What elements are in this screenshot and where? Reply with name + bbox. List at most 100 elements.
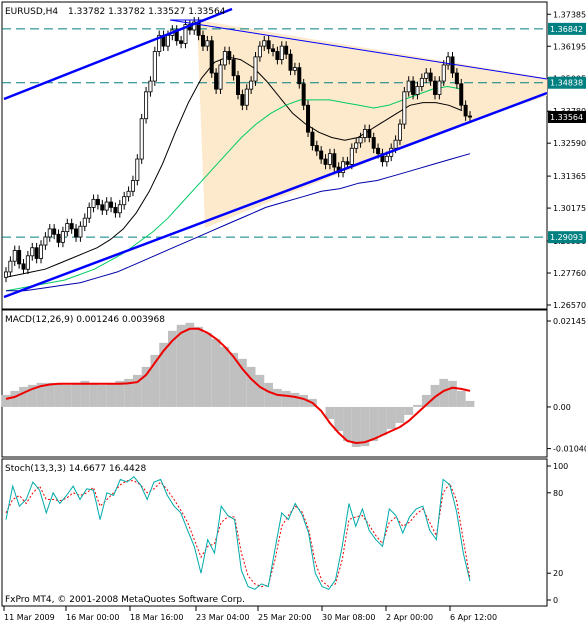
candle-body xyxy=(52,228,57,235)
triangle-shading xyxy=(197,20,547,228)
candle-body xyxy=(39,244,44,259)
macd-histogram-bar xyxy=(413,404,422,407)
candle-body xyxy=(415,86,420,95)
candle-body xyxy=(397,123,402,141)
candle-body xyxy=(74,228,79,238)
macd-histogram-bar xyxy=(273,388,282,407)
macd-histogram-bar xyxy=(290,392,300,407)
price-tick-label: 1.26570 xyxy=(553,301,586,310)
time-tick-label: 6 Apr 12:00 xyxy=(450,613,497,622)
candle-body xyxy=(306,104,311,133)
price-tick-label: 1.32590 xyxy=(553,139,586,148)
stoch-axis: 100 80 20 0 xyxy=(547,462,568,605)
price-tag-box xyxy=(548,110,586,123)
candle-body xyxy=(34,247,39,259)
candle-body xyxy=(288,53,293,71)
macd-histogram-bar xyxy=(27,384,37,407)
candle-body xyxy=(446,56,451,66)
macd-histogram-bar xyxy=(343,406,352,441)
candle-body xyxy=(406,80,411,93)
stoch-tick-label: 20 xyxy=(553,569,563,578)
candle-body xyxy=(43,236,48,246)
candle-body xyxy=(218,64,223,90)
macd-axis: 0.021454 0.00 -0.010404 xyxy=(547,317,586,454)
macd-histogram-bar xyxy=(246,366,256,407)
candle-body xyxy=(301,83,306,106)
candle-body xyxy=(257,45,262,58)
price-tag-box xyxy=(548,231,586,244)
macd-histogram-bar xyxy=(220,346,230,407)
candle-body xyxy=(148,80,153,93)
macd-histogram-bar xyxy=(19,386,28,407)
macd-histogram-bar xyxy=(106,382,116,407)
price-tag-box xyxy=(548,22,586,35)
candle-body xyxy=(454,72,459,85)
macd-panel-border xyxy=(1,309,548,458)
candle-body xyxy=(4,271,9,278)
macd-histogram-bar xyxy=(141,366,151,407)
candle-body xyxy=(266,40,271,50)
candle-body xyxy=(152,51,157,82)
candle-body xyxy=(157,34,162,52)
macd-histogram-bar xyxy=(421,394,431,407)
macd-histogram-bar xyxy=(124,378,133,407)
candle-body xyxy=(30,247,35,257)
macd-histogram-bar xyxy=(456,390,466,407)
macd-histogram-bar xyxy=(360,406,370,447)
stoch-tick-label: 100 xyxy=(553,462,568,471)
candle-body xyxy=(78,225,83,238)
candle-body xyxy=(327,153,332,165)
macd-histogram-bar xyxy=(115,380,125,407)
macd-tick-label: 0.00 xyxy=(553,403,571,412)
candle-body xyxy=(463,104,468,117)
time-tick-label: 23 Mar 04:00 xyxy=(196,613,249,622)
price-tick-label: 1.30175 xyxy=(553,204,586,213)
macd-histogram-bar xyxy=(89,382,98,407)
macd-histogram-bar xyxy=(255,374,265,407)
candle-body xyxy=(200,34,205,47)
time-tick-label: 16 Mar 00:00 xyxy=(66,613,119,622)
candle-body xyxy=(91,198,96,208)
candle-body xyxy=(459,83,464,106)
candle-body xyxy=(297,67,302,85)
candle-body xyxy=(227,51,232,60)
stoch-signal-line xyxy=(5,480,471,588)
copyright-label: FxPro MT4, © 2001-2008 MetaQuotes Softwa… xyxy=(5,595,245,605)
price-tag-box xyxy=(548,76,586,89)
macd-histogram-bar xyxy=(386,406,396,429)
candle-body xyxy=(437,80,442,95)
macd-histogram-bar xyxy=(176,324,186,407)
candle-body xyxy=(402,91,407,125)
candle-body xyxy=(384,155,389,163)
candle-body xyxy=(117,204,122,214)
price-tags: 1.36842 1.34838 1.33564 1.29093 xyxy=(548,22,586,244)
stoch-tick-label: 80 xyxy=(553,489,563,498)
price-tick-label: 1.36195 xyxy=(553,42,586,51)
candle-body xyxy=(122,196,127,206)
macd-histogram-bar xyxy=(97,384,107,407)
macd-histogram-bar xyxy=(159,342,168,407)
price-panel-border xyxy=(1,1,548,310)
macd-histogram-bar xyxy=(62,384,72,407)
price-tag-label: 1.29093 xyxy=(550,233,583,242)
candle-body xyxy=(56,233,61,243)
macd-histogram-bar xyxy=(150,354,160,407)
candle-body xyxy=(165,34,170,47)
candle-body xyxy=(371,137,376,149)
candle-body xyxy=(441,64,446,82)
candle-body xyxy=(205,40,210,47)
candle-body xyxy=(231,59,236,77)
candle-body xyxy=(65,223,70,233)
price-tick-label: 1.27760 xyxy=(553,269,586,278)
candle-body xyxy=(271,48,276,52)
macd-histogram-bar xyxy=(238,358,247,407)
time-tick-label: 25 Mar 20:00 xyxy=(258,613,311,622)
candle-body xyxy=(292,67,297,71)
ohlc-label: 1.33782 1.33782 1.33527 1.33564 xyxy=(68,7,226,17)
candle-body xyxy=(279,45,284,60)
candle-body xyxy=(367,129,372,138)
time-axis: 11 Mar 2009 16 Mar 00:00 18 Mar 16:00 23 Ma… xyxy=(3,606,497,622)
candle-body xyxy=(109,201,114,208)
lower-trend-line xyxy=(3,91,548,299)
macd-histogram-bar xyxy=(80,380,90,407)
